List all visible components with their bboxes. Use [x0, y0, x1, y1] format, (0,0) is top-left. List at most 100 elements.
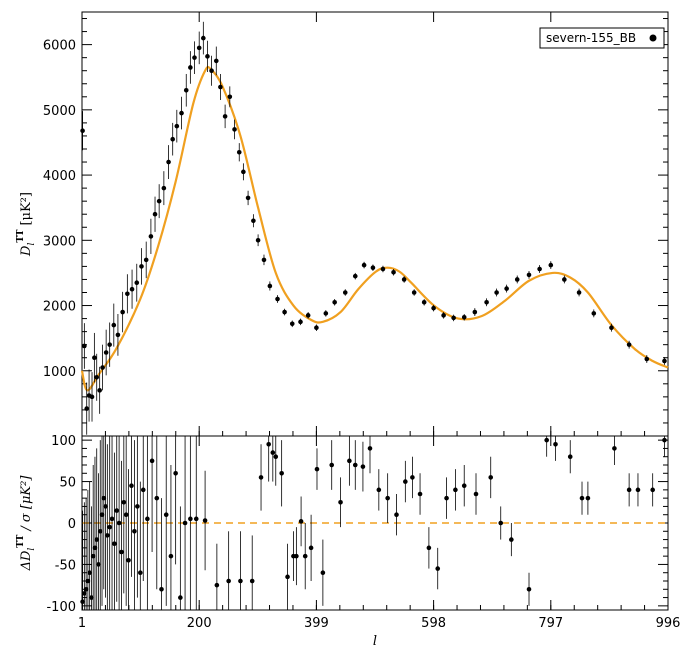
- data-point: [201, 35, 206, 41]
- residual-point: [579, 495, 585, 501]
- data-point: [107, 342, 112, 347]
- top-ylabel-sup: TT: [16, 229, 26, 242]
- data-point: [421, 299, 427, 305]
- data-point: [94, 374, 100, 380]
- residual-point: [376, 487, 382, 493]
- top-ylabel-unit: [μK²]: [19, 192, 34, 226]
- data-point: [255, 238, 261, 243]
- data-point: [323, 311, 329, 316]
- data-point: [261, 257, 267, 263]
- residual-point: [103, 504, 108, 509]
- bottom-ylabel-sub: l: [27, 548, 37, 551]
- data-point: [504, 286, 509, 291]
- data-point: [174, 123, 180, 129]
- data-point: [188, 65, 193, 70]
- bottom-y-tick-label: 0: [68, 517, 76, 532]
- residual-point: [526, 586, 532, 592]
- data-point: [484, 299, 489, 305]
- residual-point: [238, 578, 243, 584]
- data-point: [380, 266, 386, 272]
- data-point: [232, 127, 237, 132]
- data-point: [609, 325, 614, 331]
- residual-point: [553, 441, 558, 447]
- x-tick-label: 1: [78, 616, 86, 631]
- data-point: [352, 273, 358, 279]
- data-point: [129, 286, 135, 292]
- residual-point: [417, 491, 423, 497]
- data-point: [161, 185, 167, 191]
- residual-point: [96, 562, 101, 567]
- data-point: [152, 211, 158, 217]
- data-point: [222, 114, 228, 119]
- data-point: [192, 55, 197, 60]
- bottom-y-tick-label: 100: [51, 434, 76, 449]
- data-point: [205, 54, 210, 59]
- data-point: [441, 313, 446, 318]
- residual-point: [163, 512, 169, 518]
- residual-point: [567, 454, 573, 460]
- legend-box: [539, 27, 665, 49]
- data-point: [370, 265, 376, 271]
- model-spectrum: [80, 65, 669, 392]
- data-point: [494, 290, 499, 295]
- residual-point: [320, 570, 326, 576]
- residual-point: [149, 458, 155, 464]
- data-point: [332, 299, 337, 305]
- residual-point: [114, 508, 120, 513]
- residual-point: [90, 553, 96, 559]
- residual-point: [249, 578, 255, 584]
- residual-point: [214, 582, 220, 588]
- residual-point: [82, 591, 87, 596]
- top-y-axis-title: DlTT [μK²]: [16, 192, 37, 257]
- data-point: [179, 110, 184, 116]
- residual-point: [662, 437, 667, 443]
- residual-point: [97, 528, 103, 534]
- data-point: [241, 169, 246, 175]
- residual-point: [626, 487, 632, 493]
- residual-point: [302, 553, 308, 559]
- residual-point: [126, 557, 131, 563]
- top-ylabel-symbol: D: [19, 245, 34, 257]
- residual-point: [473, 491, 479, 497]
- residual-point: [585, 495, 591, 501]
- residual-point: [135, 504, 140, 509]
- residual-point: [112, 541, 117, 547]
- residual-point: [145, 516, 150, 522]
- residual-point: [121, 499, 127, 505]
- residual-point: [132, 528, 137, 534]
- legend-marker: [649, 34, 657, 42]
- residual-point: [509, 537, 514, 542]
- residual-point: [87, 570, 92, 576]
- x-tick-label: 200: [187, 616, 212, 631]
- data-point: [100, 365, 105, 370]
- residual-point: [488, 475, 494, 480]
- legend: severn-155_BB: [539, 27, 665, 49]
- data-point: [526, 272, 532, 278]
- residual-point: [435, 566, 441, 571]
- residual-point: [498, 520, 504, 526]
- bottom-ylabel-sup: TT: [16, 534, 26, 547]
- data-point: [125, 291, 130, 297]
- data-point: [82, 343, 87, 349]
- data-point: [120, 309, 125, 315]
- power-spectrum-points: [80, 21, 667, 435]
- data-point: [139, 264, 144, 269]
- data-point: [461, 314, 467, 320]
- residual-point: [193, 516, 199, 522]
- data-point: [111, 322, 117, 328]
- x-tick-label: 797: [538, 616, 563, 631]
- residual-point: [107, 524, 112, 530]
- data-point: [431, 305, 436, 311]
- residual-point: [298, 519, 304, 524]
- data-point: [227, 94, 233, 100]
- data-point: [251, 218, 256, 224]
- top-panel-ticks: 1000 2000 3000 4000 5000 6000: [43, 12, 669, 436]
- x-tick-label: 399: [304, 616, 329, 631]
- data-point: [275, 296, 280, 302]
- top-y-tick-label: 4000: [43, 169, 76, 184]
- residual-point: [116, 520, 122, 526]
- residual-point: [329, 462, 335, 468]
- legend-label: severn-155_BB: [546, 31, 636, 45]
- residual-point: [394, 512, 399, 518]
- top-y-tick-label: 6000: [43, 39, 76, 54]
